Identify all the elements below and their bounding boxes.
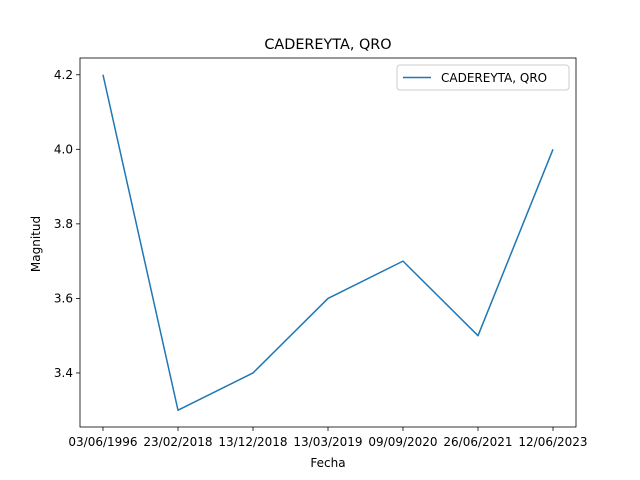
x-tick-label: 23/02/2018 — [143, 435, 212, 449]
x-tick-label: 13/12/2018 — [218, 435, 287, 449]
x-tick-label: 12/06/2023 — [518, 435, 587, 449]
x-tick-label: 09/09/2020 — [368, 435, 437, 449]
chart-title: CADEREYTA, QRO — [264, 37, 391, 53]
y-tick-label: 4.0 — [54, 142, 73, 156]
plot-frame — [79, 57, 577, 428]
y-tick-label: 3.4 — [54, 366, 73, 380]
x-tick-label: 13/03/2019 — [293, 435, 362, 449]
legend-box — [396, 64, 570, 91]
series-line — [102, 74, 554, 411]
legend-label: CADEREYTA, QRO — [441, 71, 547, 85]
y-tick-label: 3.6 — [54, 291, 73, 305]
legend: CADEREYTA, QRO — [396, 64, 570, 91]
y-tick-label: 3.8 — [54, 217, 73, 231]
y-tick-label: 4.2 — [54, 68, 73, 82]
x-tick-label: 26/06/2021 — [443, 435, 512, 449]
x-tick-label: 03/06/1996 — [68, 435, 137, 449]
y-axis-label: Magnitud — [29, 216, 43, 272]
x-axis-label: Fecha — [310, 456, 345, 470]
